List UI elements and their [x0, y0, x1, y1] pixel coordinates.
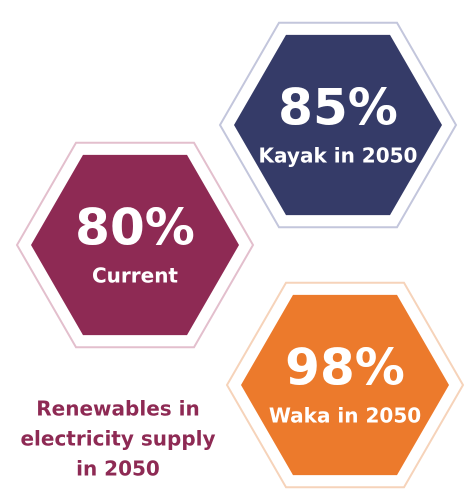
- hexagon-outline: [225, 281, 465, 489]
- hexagon-value: 85%: [278, 79, 398, 137]
- caption-line: in 2050: [76, 457, 160, 481]
- hexagon: [31, 154, 239, 336]
- hexagon-label: Waka in 2050: [269, 404, 421, 428]
- hexagon-outline: [218, 21, 458, 229]
- caption-line: electricity supply: [20, 427, 215, 451]
- caption-line: Renewables in: [36, 397, 199, 421]
- hexagon: [234, 34, 442, 216]
- hexagon-label: Kayak in 2050: [259, 144, 418, 168]
- hexagon: [241, 294, 449, 476]
- hexagon-label: Current: [92, 264, 178, 288]
- hexagon-value: 80%: [75, 199, 195, 257]
- hexagon-value: 98%: [285, 339, 405, 397]
- hexagon-outline: [15, 141, 255, 349]
